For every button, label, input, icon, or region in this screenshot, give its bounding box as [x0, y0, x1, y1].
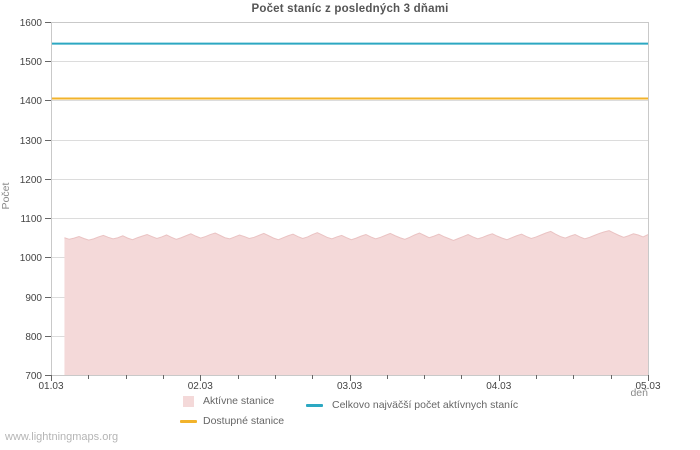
svg-text:700: 700	[25, 371, 42, 382]
svg-text:03.03: 03.03	[337, 381, 362, 392]
x-axis-title: deň	[630, 387, 648, 399]
svg-text:1000: 1000	[20, 253, 43, 264]
legend-item-available-stations: Dostupné stanice	[180, 415, 284, 427]
svg-text:01.03: 01.03	[38, 381, 63, 392]
active-stations-swatch-icon	[183, 395, 194, 407]
legend-label-available-stations: Dostupné stanice	[203, 415, 285, 427]
legend-item-max-active-stations: Celkovo najväčší počet aktívnych staníc	[306, 399, 518, 411]
svg-text:1600: 1600	[20, 18, 43, 29]
svg-text:1500: 1500	[20, 57, 43, 68]
legend-label-max-active-stations: Celkovo najväčší počet aktívnych staníc	[332, 399, 519, 411]
svg-text:1300: 1300	[20, 136, 43, 147]
watermark-link[interactable]: www.lightningmaps.org	[5, 431, 119, 443]
svg-text:02.03: 02.03	[188, 381, 213, 392]
chart-title: Počet staníc z posledných 3 dňami	[251, 3, 449, 15]
svg-text:1400: 1400	[20, 96, 43, 107]
legend-label-active-stations: Aktívne stanice	[203, 395, 275, 407]
svg-text:900: 900	[25, 293, 42, 304]
svg-text:04.03: 04.03	[486, 381, 511, 392]
svg-text:1100: 1100	[20, 214, 42, 225]
max-active-stations-swatch-icon	[306, 403, 323, 407]
available-stations-swatch-icon	[180, 419, 197, 423]
svg-text:800: 800	[25, 332, 42, 343]
svg-text:05.03: 05.03	[635, 381, 660, 392]
legend-item-active-stations: Aktívne stanice	[183, 395, 274, 407]
svg-text:1200: 1200	[20, 175, 43, 186]
